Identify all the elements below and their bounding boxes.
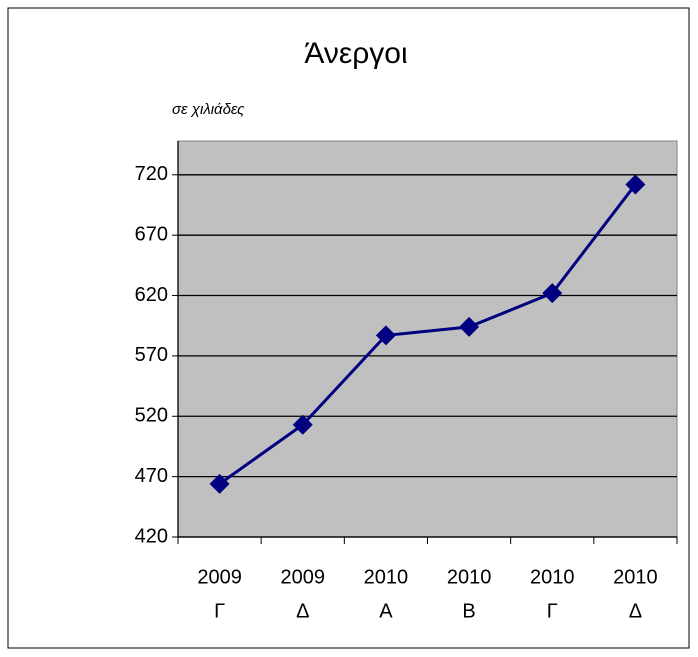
x-tick-label: 2010 — [364, 566, 409, 588]
x-tick-label: Γ — [214, 600, 225, 622]
x-tick-label: Δ — [296, 600, 309, 622]
x-tick-label: Β — [462, 600, 475, 622]
y-tick-label: 620 — [135, 284, 168, 306]
y-tick-label: 570 — [135, 344, 168, 366]
data-point — [459, 316, 480, 337]
y-tick-label: 670 — [135, 223, 168, 245]
x-tick-label: 2010 — [530, 566, 575, 588]
data-point — [292, 414, 313, 435]
x-tick-label: 2010 — [447, 566, 492, 588]
y-tick-label: 720 — [135, 163, 168, 185]
chart-title: Άνεργοι — [304, 37, 407, 70]
y-tick-label: 420 — [135, 525, 168, 547]
x-tick-label: Α — [379, 600, 393, 622]
data-point — [542, 283, 563, 304]
y-tick-label: 520 — [135, 405, 168, 427]
x-tick-label: 2010 — [613, 566, 658, 588]
series-line — [218, 183, 637, 486]
x-tick-label: 2009 — [197, 566, 242, 588]
x-tick-label: Γ — [547, 600, 558, 622]
data-point — [375, 325, 396, 346]
data-point — [625, 174, 646, 195]
subtitle: σε χιλιάδες — [172, 101, 245, 118]
y-tick-label: 470 — [135, 465, 168, 487]
data-point — [209, 473, 230, 494]
x-tick-label: Δ — [629, 600, 642, 622]
plot-area — [177, 140, 678, 538]
x-tick-label: 2009 — [281, 566, 326, 588]
